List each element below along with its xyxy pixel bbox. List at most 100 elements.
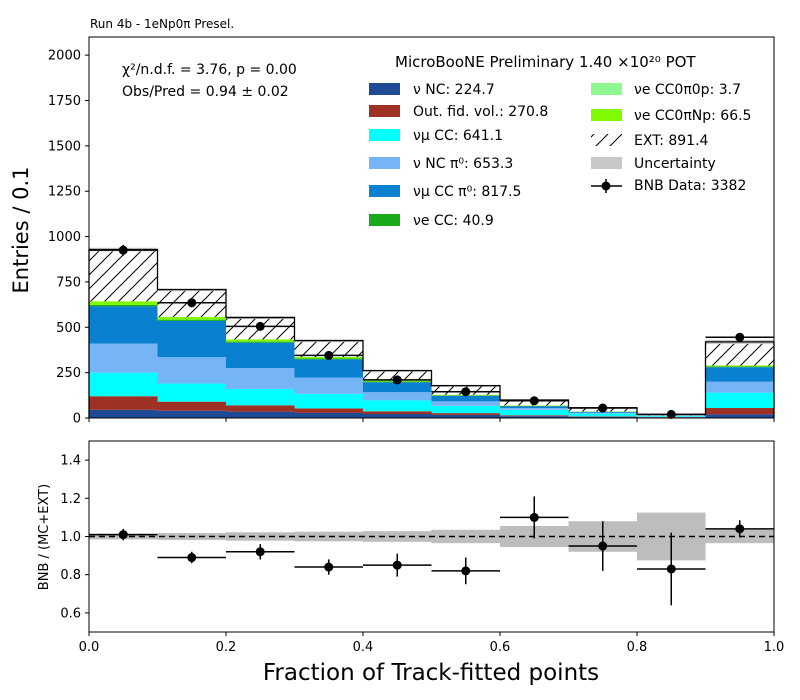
main-y-tick-label-3: 750: [56, 275, 81, 290]
bar-series-1-bin-2: [226, 405, 295, 412]
bar-series-3-bin-4: [363, 392, 432, 401]
data-point-0: [118, 245, 128, 255]
bar-series-1-bin-5: [431, 413, 500, 415]
data-point-9: [735, 332, 745, 342]
legend-swatch-0: [369, 83, 400, 95]
legend-swatch-6: [591, 83, 622, 95]
stacked-histogram: [89, 249, 774, 418]
legend-swatch-4: [369, 185, 400, 197]
ratio-point-0: [118, 530, 128, 540]
main-y-axis-label: Entries / 0.1: [9, 167, 33, 294]
bar-series-4-bin-6: [500, 406, 569, 409]
bar-series-0-bin-9: [705, 414, 774, 418]
legend-label-5: νe CC: 40.9: [413, 213, 494, 229]
bar-series-3-bin-6: [500, 408, 569, 410]
ratio-point-4: [392, 560, 402, 570]
legend-swatch-5: [369, 214, 400, 226]
ratio-point-8: [666, 564, 676, 574]
main-plot-frame: [88, 36, 775, 419]
bar-series-0-bin-5: [431, 414, 500, 418]
bar-series-0-bin-1: [157, 410, 226, 418]
bar-series-4-bin-3: [294, 359, 363, 378]
ratio-y-axis-label: BNB / (MC+EXT): [37, 484, 52, 590]
bar-series-3-bin-5: [431, 401, 500, 406]
x-tick-label-2: 0.4: [353, 640, 374, 655]
chi2-text: χ²/n.d.f. = 3.76, p = 0.00: [122, 62, 297, 78]
bar-series-2-bin-0: [89, 372, 158, 397]
bar-series-0-bin-6: [500, 416, 569, 418]
main-y-tick-label-5: 1250: [48, 185, 81, 200]
bar-series-3-bin-1: [157, 357, 226, 384]
legend-swatch-ext: [591, 134, 622, 146]
bar-series-4-bin-1: [157, 320, 226, 358]
bar-series-0-bin-3: [294, 412, 363, 418]
main-y-ticks: 0 250 500 750 1000 1250 1500 1750 2000: [48, 49, 775, 427]
data-point-7: [598, 403, 608, 413]
bar-series-5-bin-2: [226, 341, 295, 343]
bar-series-7-bin-9: [705, 365, 774, 367]
legend-label-col2-3: Uncertainty: [634, 156, 716, 172]
x-tick-label-5: 1.0: [764, 640, 785, 655]
bar-series-5-bin-9: [705, 366, 774, 368]
legend-swatch-7: [591, 109, 622, 121]
bar-series-2-bin-5: [431, 405, 500, 414]
ratio-point-3: [324, 562, 334, 572]
ratio-point-5: [461, 566, 471, 576]
main-y-tick-label-6: 1500: [48, 139, 81, 154]
bar-series-3-bin-3: [294, 377, 363, 394]
bar-series-4-bin-2: [226, 342, 295, 369]
bar-series-4-bin-9: [705, 367, 774, 382]
legend: ν NC: 224.7 Out. fid. vol.: 270.8 νμ CC: 6…: [369, 82, 751, 229]
ratio-points: [89, 496, 774, 606]
bar-series-1-bin-4: [363, 411, 432, 415]
bar-series-8-bin-3: [294, 340, 363, 357]
ratio-point-9: [735, 524, 745, 534]
run-label: Run 4b - 1eNp0π Presel.: [90, 17, 234, 31]
x-tick-label-4: 0.8: [627, 640, 648, 655]
data-point-6: [529, 396, 539, 406]
bar-series-2-bin-9: [705, 392, 774, 409]
legend-data-marker: [601, 181, 611, 191]
data-point-2: [255, 321, 265, 331]
ratio-y-tick-label-0: 0.6: [60, 606, 81, 621]
bar-series-3-bin-2: [226, 368, 295, 389]
bar-series-7-bin-2: [226, 339, 295, 342]
bar-series-0-bin-4: [363, 414, 432, 418]
bar-series-3-bin-0: [89, 343, 158, 373]
ratio-panel: 0.6 0.8 1.0 1.2 1.4 0.0 0.2 0.4 0.6 0.8 1.0 BNB /…: [37, 440, 785, 686]
bar-series-8-bin-9: [705, 341, 774, 366]
data-point-1: [187, 298, 197, 308]
data-point-3: [324, 350, 334, 360]
bar-series-1-bin-9: [705, 408, 774, 415]
legend-label-col2-2: EXT: 891.4: [634, 133, 709, 149]
bar-series-1-bin-1: [157, 401, 226, 411]
bar-series-5-bin-0: [89, 304, 158, 307]
x-tick-label-1: 0.2: [216, 640, 237, 655]
bar-series-1-bin-6: [500, 415, 569, 417]
legend-swatch-3: [369, 157, 400, 169]
bar-series-4-bin-0: [89, 306, 158, 344]
legend-swatch-uncertainty: [591, 157, 622, 169]
x-tick-label-0: 0.0: [79, 640, 100, 655]
ratio-y-tick-label-3: 1.2: [60, 492, 81, 507]
legend-header: MicroBooNE Preliminary 1.40 ×10²⁰ POT: [395, 53, 696, 71]
obs-pred-text: Obs/Pred = 0.94 ± 0.02: [122, 84, 289, 100]
bar-series-0-bin-7: [568, 416, 637, 418]
ratio-point-7: [598, 541, 608, 551]
ratio-y-tick-label-4: 1.4: [60, 454, 81, 469]
main-y-tick-label-7: 1750: [48, 94, 81, 109]
data-point-4: [392, 375, 402, 385]
bar-series-7-bin-0: [89, 301, 158, 305]
legend-label-col2-4: BNB Data: 3382: [634, 178, 746, 194]
ratio-y-ticks: 0.6 0.8 1.0 1.2 1.4: [60, 454, 89, 621]
bar-series-1-bin-7: [568, 416, 637, 417]
x-tick-label-3: 0.6: [490, 640, 511, 655]
bar-series-2-bin-7: [568, 413, 637, 417]
bar-series-2-bin-3: [294, 393, 363, 409]
bar-series-3-bin-9: [705, 381, 774, 393]
ratio-point-6: [529, 512, 539, 522]
ratio-point-1: [187, 553, 197, 563]
ratio-band-bin-3: [294, 531, 363, 542]
data-point-5: [461, 387, 471, 397]
